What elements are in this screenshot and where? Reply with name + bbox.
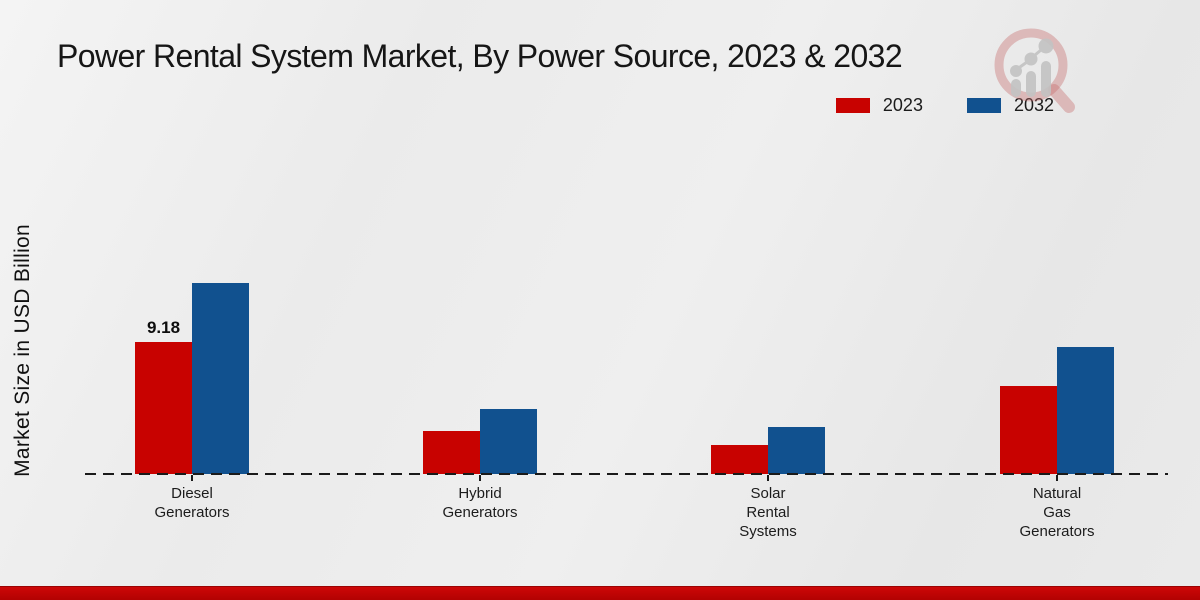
category-label-natural-gas-generators: Natural Gas Generators xyxy=(1019,485,1095,540)
value-label-2023-diesel-generators: 9.18 xyxy=(146,318,181,337)
footer-accent-bar xyxy=(0,586,1200,600)
x-tick-natural-gas-generators xyxy=(1056,475,1058,481)
bar-2032-hybrid-generators xyxy=(480,409,537,474)
x-tick-hybrid-generators xyxy=(479,475,481,481)
bar-2032-solar-rental-systems xyxy=(768,427,825,474)
chart-title: Power Rental System Market, By Power Sou… xyxy=(57,38,903,74)
bar-2023-solar-rental-systems xyxy=(711,445,768,474)
bar-2023-natural-gas-generators xyxy=(1000,386,1057,474)
category-label-hybrid-generators: Hybrid Generators xyxy=(442,485,518,521)
x-tick-solar-rental-systems xyxy=(767,475,769,481)
legend: 2023 2032 xyxy=(835,95,1054,116)
magnifier-growth-logo xyxy=(994,28,1075,113)
legend-swatch-2032 xyxy=(966,98,1001,113)
legend-label-2023: 2023 xyxy=(882,95,923,115)
x-tick-diesel-generators xyxy=(191,475,193,481)
bar-2023-hybrid-generators xyxy=(423,431,480,474)
x-axis-baseline xyxy=(85,473,1168,475)
legend-label-2032: 2032 xyxy=(1013,95,1054,115)
bar-2023-diesel-generators xyxy=(135,342,192,474)
bar-2032-diesel-generators xyxy=(192,283,249,474)
legend-item-2023: 2023 xyxy=(835,95,923,116)
category-label-solar-rental-systems: Solar Rental Systems xyxy=(739,485,797,540)
bar-2032-natural-gas-generators xyxy=(1057,347,1114,474)
legend-swatch-2023 xyxy=(835,98,870,113)
legend-item-2032: 2032 xyxy=(966,95,1054,116)
category-label-diesel-generators: Diesel Generators xyxy=(154,485,230,521)
